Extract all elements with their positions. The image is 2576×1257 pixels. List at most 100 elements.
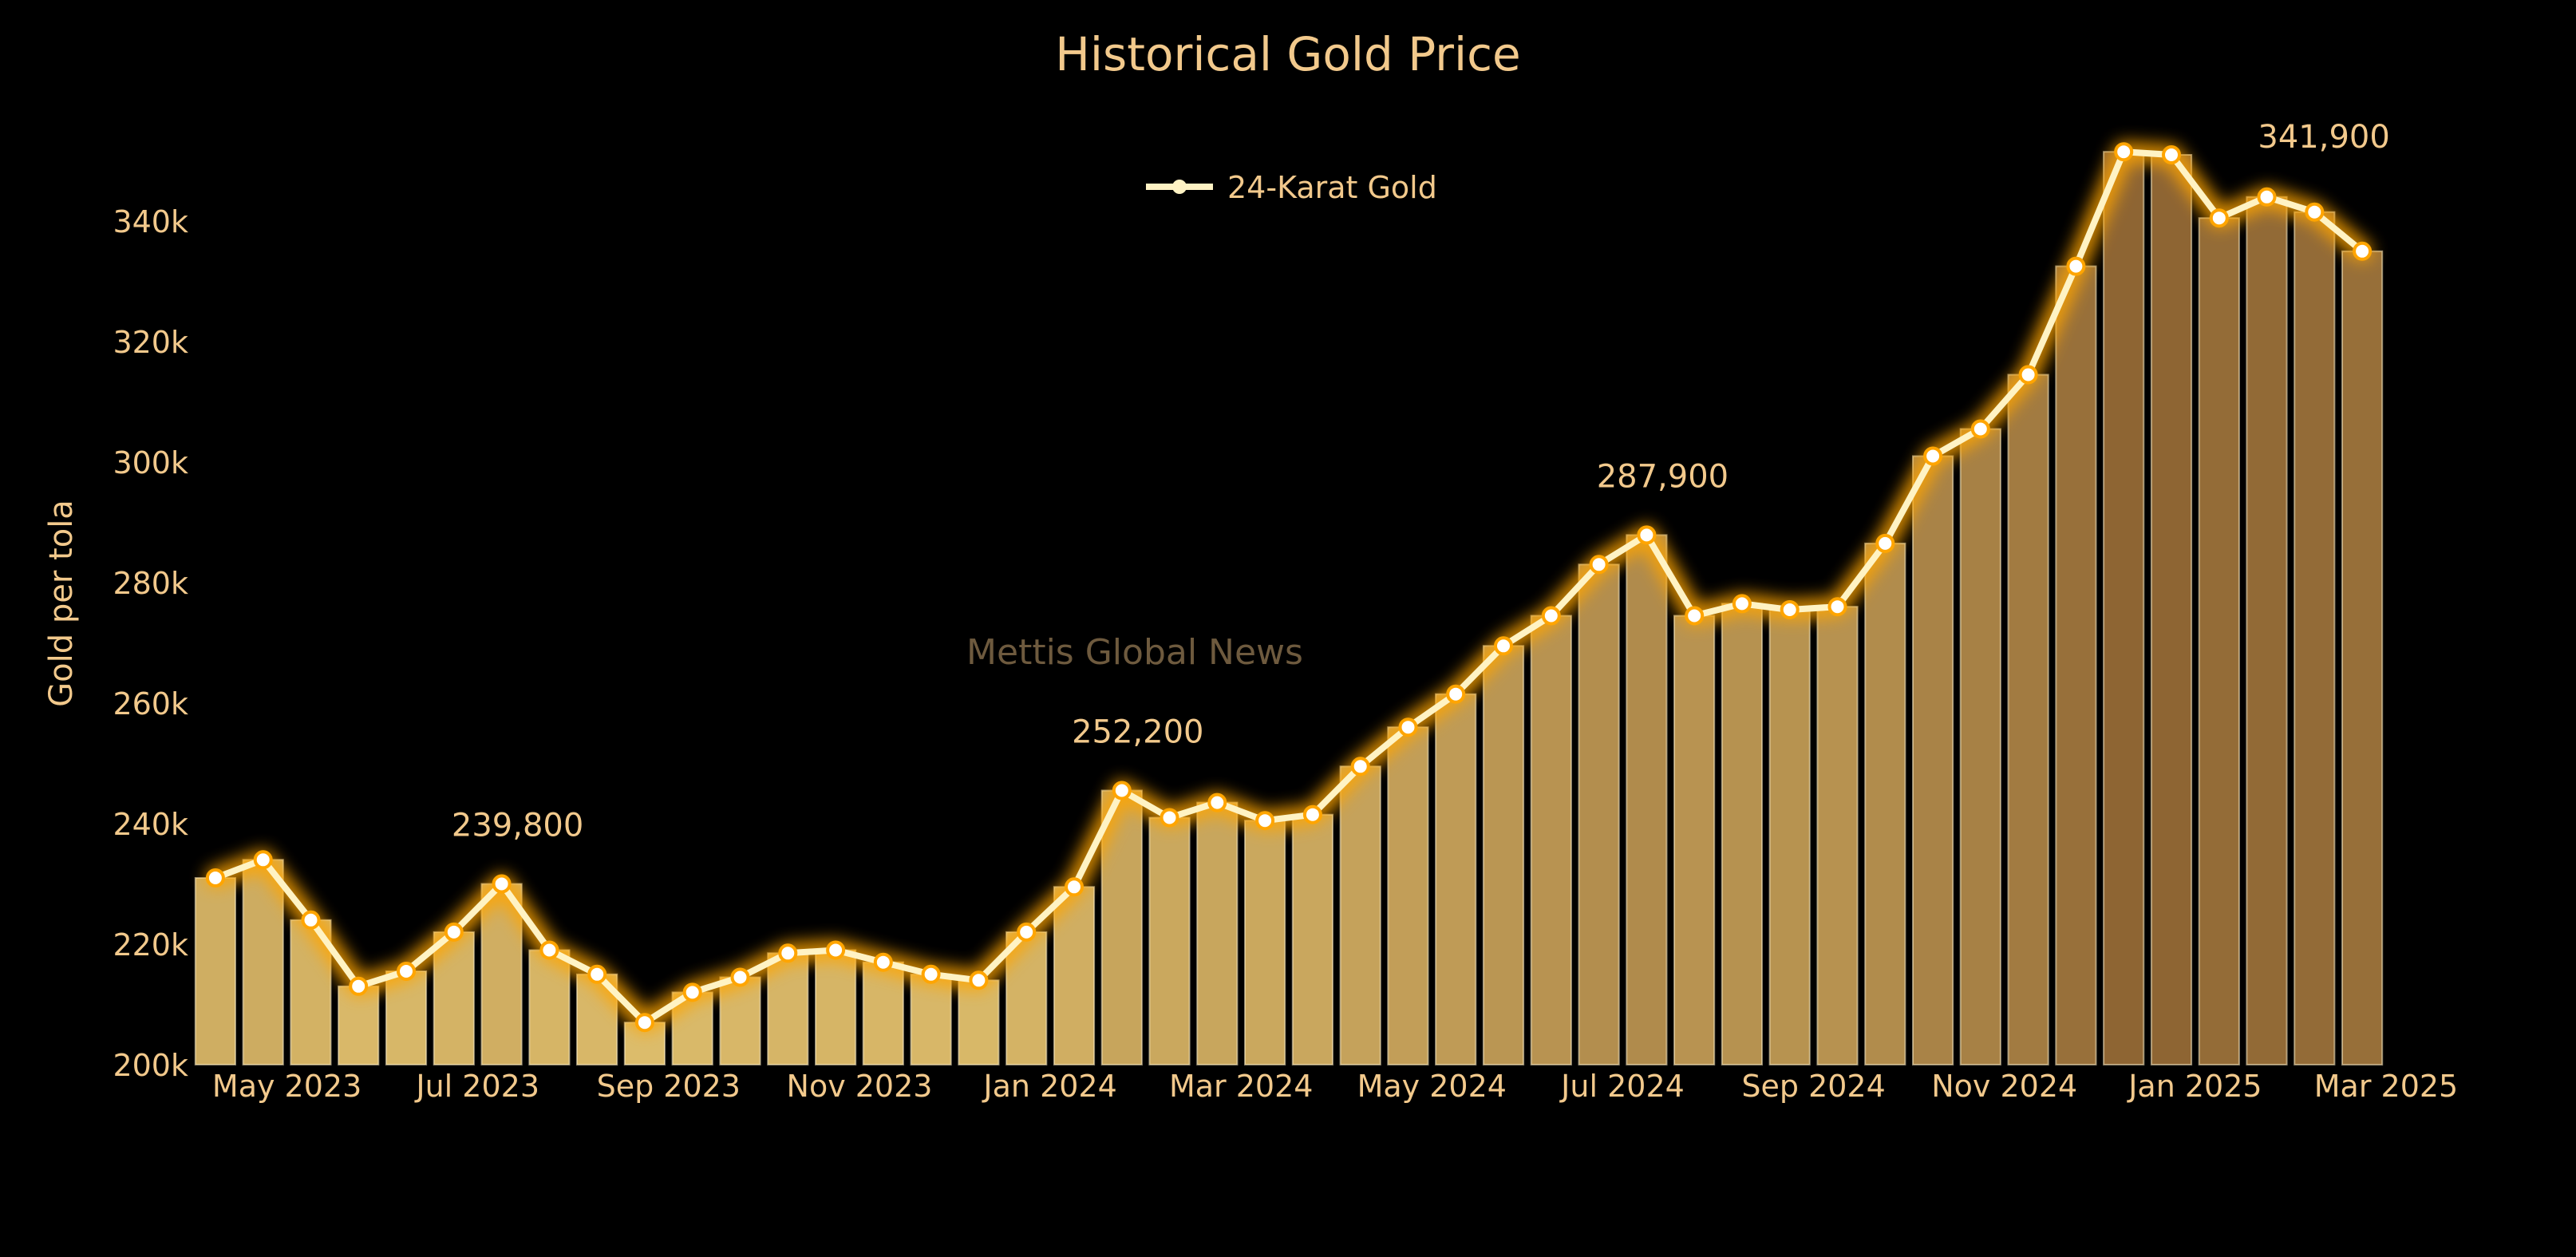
data-point xyxy=(1302,804,1322,824)
y-axis-label: Gold per tola xyxy=(43,500,80,707)
data-point xyxy=(1970,419,1990,439)
bar xyxy=(1291,813,1334,1065)
bar xyxy=(1673,615,1716,1065)
x-tick-label: Sep 2023 xyxy=(597,1069,741,1104)
bar xyxy=(2150,154,2193,1065)
data-point xyxy=(349,976,369,996)
peak-annotation: 341,900 xyxy=(2258,119,2389,156)
data-point xyxy=(826,940,846,960)
bar xyxy=(2007,374,2049,1065)
data-point xyxy=(1065,877,1084,897)
data-point xyxy=(873,952,893,972)
bar xyxy=(1387,726,1429,1065)
x-tick-label: Nov 2024 xyxy=(1931,1069,2077,1104)
chart-title: Historical Gold Price xyxy=(1055,27,1520,81)
bar xyxy=(2198,217,2240,1066)
bar xyxy=(2341,250,2384,1066)
data-point xyxy=(397,962,416,981)
bar xyxy=(1578,563,1620,1065)
y-tick-label: 300k xyxy=(113,445,188,480)
peak-annotation: 252,200 xyxy=(1072,714,1203,751)
data-point xyxy=(253,850,273,870)
peak-annotation: 287,900 xyxy=(1597,458,1729,495)
legend-entry-24-karat-gold: 24-Karat Gold xyxy=(1227,170,1437,205)
data-point xyxy=(1685,606,1705,626)
x-tick-label: Mar 2025 xyxy=(2314,1069,2458,1104)
bar xyxy=(910,973,952,1066)
data-point xyxy=(587,964,607,984)
data-point xyxy=(2066,256,2086,276)
bar xyxy=(338,985,380,1066)
bar xyxy=(1339,765,1381,1065)
data-point xyxy=(1875,533,1895,553)
data-point xyxy=(2162,145,2181,164)
data-point xyxy=(2209,208,2229,228)
data-point xyxy=(778,943,798,963)
data-point xyxy=(1827,597,1847,617)
bar xyxy=(194,877,237,1065)
data-point xyxy=(1398,717,1418,737)
x-tick-label: Jan 2025 xyxy=(2127,1069,2262,1104)
x-tick-label: Sep 2024 xyxy=(1741,1069,1885,1104)
bar xyxy=(958,979,1000,1066)
x-tick-label: Jul 2023 xyxy=(414,1069,539,1104)
bar xyxy=(1530,615,1572,1065)
bar xyxy=(1864,542,1906,1065)
data-point xyxy=(682,982,702,1002)
bar xyxy=(528,949,571,1065)
peak-annotation: 239,800 xyxy=(452,808,583,844)
data-point xyxy=(1446,684,1466,704)
data-point xyxy=(1923,446,1943,466)
data-point xyxy=(2114,142,2134,162)
data-point xyxy=(2305,202,2325,222)
data-point xyxy=(301,910,321,930)
bar xyxy=(1053,886,1096,1066)
data-point xyxy=(634,1013,654,1033)
data-point xyxy=(539,940,559,960)
data-point xyxy=(1350,757,1370,777)
x-tick-label: May 2023 xyxy=(212,1069,362,1104)
x-axis-ticks: May 2023 Jul 2023 Sep 2023 Nov 2023 Jan 2024… xyxy=(212,1069,2458,1104)
data-point xyxy=(1732,594,1752,614)
bar xyxy=(2055,265,2097,1066)
bar xyxy=(1959,428,2001,1065)
y-tick-label: 220k xyxy=(113,927,188,963)
legend-marker-swatch xyxy=(1172,180,1187,194)
data-point xyxy=(205,868,225,887)
bar xyxy=(1768,609,1811,1065)
data-point xyxy=(1637,525,1657,545)
data-point xyxy=(2353,241,2373,261)
data-point xyxy=(1207,793,1227,812)
bar-series xyxy=(194,151,2384,1066)
data-point xyxy=(1255,811,1275,831)
data-point xyxy=(969,970,989,990)
x-tick-label: Jul 2024 xyxy=(1559,1069,1685,1104)
data-point xyxy=(1160,808,1179,828)
y-tick-label: 200k xyxy=(113,1048,188,1083)
bar xyxy=(1912,455,1954,1065)
bar xyxy=(862,961,904,1065)
data-point xyxy=(921,964,941,984)
bar xyxy=(1435,693,1477,1065)
data-point xyxy=(1780,600,1800,619)
data-point xyxy=(730,967,750,987)
bar xyxy=(2246,196,2288,1065)
bar xyxy=(1244,820,1286,1065)
data-point xyxy=(1112,781,1132,800)
bar xyxy=(1482,645,1525,1065)
y-tick-label: 260k xyxy=(113,686,188,721)
series-line xyxy=(211,148,2366,1026)
legend: 24-Karat Gold xyxy=(1146,170,1437,205)
line-series xyxy=(204,141,2373,1034)
y-tick-label: 240k xyxy=(113,807,188,842)
data-point xyxy=(2257,187,2277,207)
x-tick-label: Mar 2024 xyxy=(1169,1069,1313,1104)
bar xyxy=(767,952,809,1066)
y-axis-ticks: 200k 220k 240k 260k 280k 300k 320k 340k xyxy=(113,204,188,1083)
bar xyxy=(815,949,857,1065)
data-point xyxy=(2018,365,2038,385)
bar xyxy=(2103,151,2145,1066)
y-tick-label: 320k xyxy=(113,325,188,360)
data-point xyxy=(1017,922,1037,942)
